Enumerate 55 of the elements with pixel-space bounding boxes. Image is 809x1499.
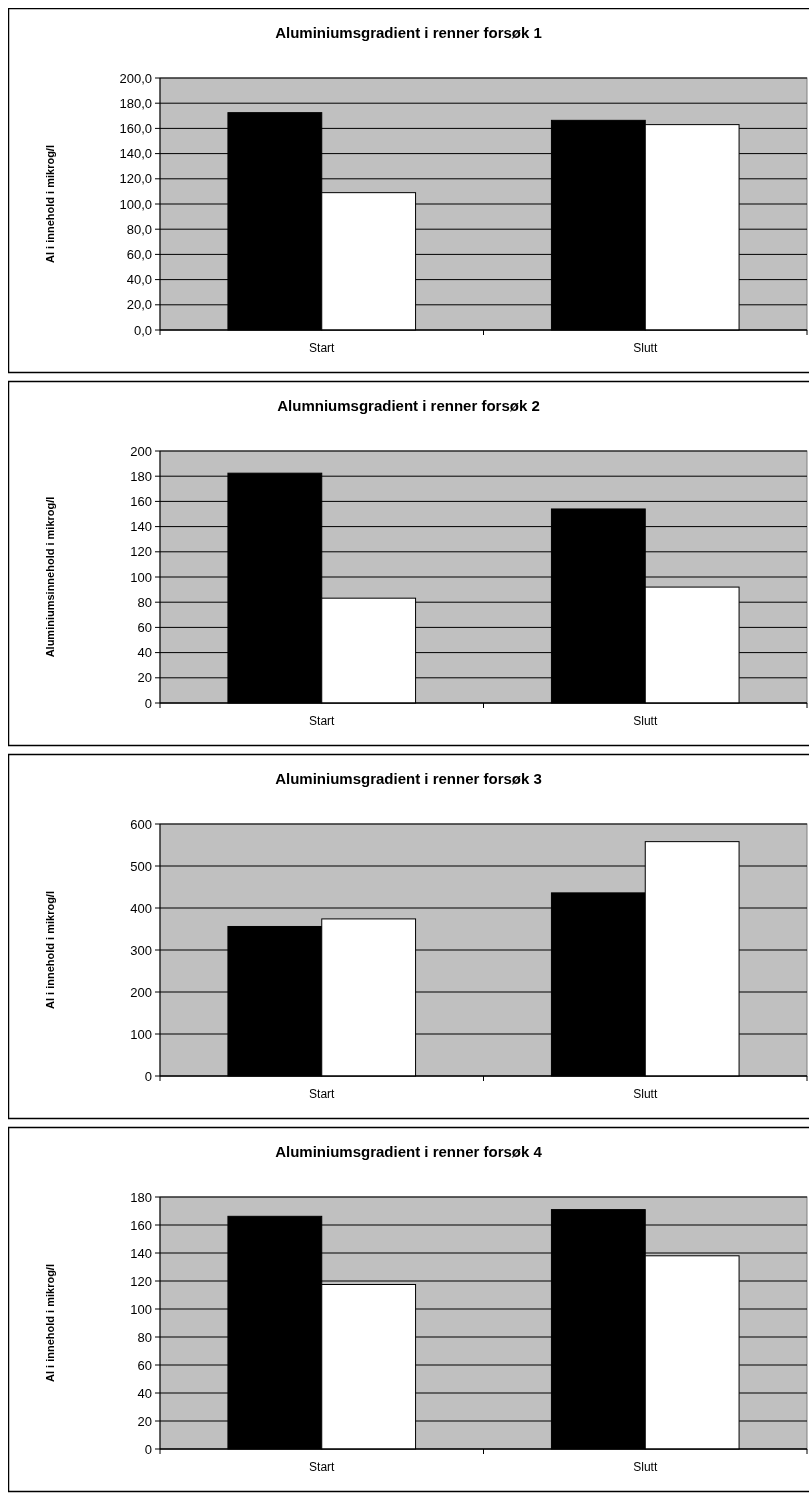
y-tick-label: 160: [130, 1217, 152, 1233]
y-tick-label: 180,0: [119, 95, 152, 111]
y-tick-label: 80: [137, 594, 152, 610]
chart-title: Alumniumsgradient i renner forsøk 2: [277, 397, 540, 414]
y-tick-label: 300: [130, 942, 152, 958]
x-tick-label: Start: [309, 341, 336, 355]
y-axis-title: Al i innehold i mikrog/l: [44, 891, 56, 1009]
y-tick-label: 100: [130, 1301, 152, 1317]
y-axis-title: Al i innehold i mikrog/l: [44, 145, 56, 263]
y-tick-label: 140: [130, 1245, 152, 1261]
y-tick-label: 120: [130, 544, 152, 560]
y-tick-label: 0: [144, 1441, 152, 1457]
y-tick-label: 180: [130, 1189, 152, 1205]
y-tick-label: 20: [137, 1413, 152, 1429]
y-tick-label: 80: [137, 1329, 152, 1345]
y-tick-label: 600: [130, 816, 152, 832]
y-tick-label: 120: [130, 1273, 152, 1289]
y-tick-label: 120,0: [119, 171, 152, 187]
chart-title: Aluminiumsgradient i renner forsøk 3: [275, 770, 542, 787]
x-tick-label: Slutt: [633, 714, 658, 728]
y-tick-label: 60: [137, 1357, 152, 1373]
y-tick-label: 40,0: [126, 272, 152, 288]
y-tick-label: 100: [130, 569, 152, 585]
y-tick-label: 60,0: [126, 246, 152, 262]
y-tick-label: 100: [130, 1026, 152, 1042]
y-tick-label: 80,0: [126, 221, 152, 237]
y-tick-label: 20: [137, 670, 152, 686]
y-tick-label: 180: [130, 468, 152, 484]
y-tick-label: 0: [144, 695, 152, 711]
y-tick-label: 200: [130, 443, 152, 459]
y-tick-label: 200,0: [119, 70, 152, 86]
y-tick-label: 60: [137, 619, 152, 635]
chart-title: Aluminiumsgradient i renner forsøk 4: [275, 1143, 543, 1160]
y-tick-label: 140: [130, 519, 152, 535]
x-tick-label: Start: [309, 714, 336, 728]
x-tick-label: Slutt: [633, 341, 658, 355]
x-tick-label: Slutt: [633, 1087, 658, 1101]
y-tick-label: 20,0: [126, 297, 152, 313]
y-tick-label: 160: [130, 493, 152, 509]
y-tick-label: 160,0: [119, 120, 152, 136]
y-tick-label: 40: [137, 1385, 152, 1401]
y-tick-label: 40: [137, 645, 152, 661]
x-tick-label: Start: [309, 1087, 336, 1101]
y-tick-label: 100,0: [119, 196, 152, 212]
y-tick-label: 200: [130, 984, 152, 1000]
y-axis-title: Al i innehold i mikrog/l: [44, 1264, 56, 1382]
y-tick-label: 500: [130, 858, 152, 874]
y-tick-label: 140,0: [119, 146, 152, 162]
y-tick-label: 400: [130, 900, 152, 916]
x-tick-label: Start: [309, 1460, 336, 1474]
y-tick-label: 0: [144, 1068, 152, 1084]
chart-title: Aluminiumsgradient i renner forsøk 1: [275, 24, 542, 41]
y-axis-title: Aluminiumsinnehold i mikrog/l: [44, 496, 56, 658]
x-tick-label: Slutt: [633, 1460, 658, 1474]
y-tick-label: 0,0: [133, 322, 152, 338]
